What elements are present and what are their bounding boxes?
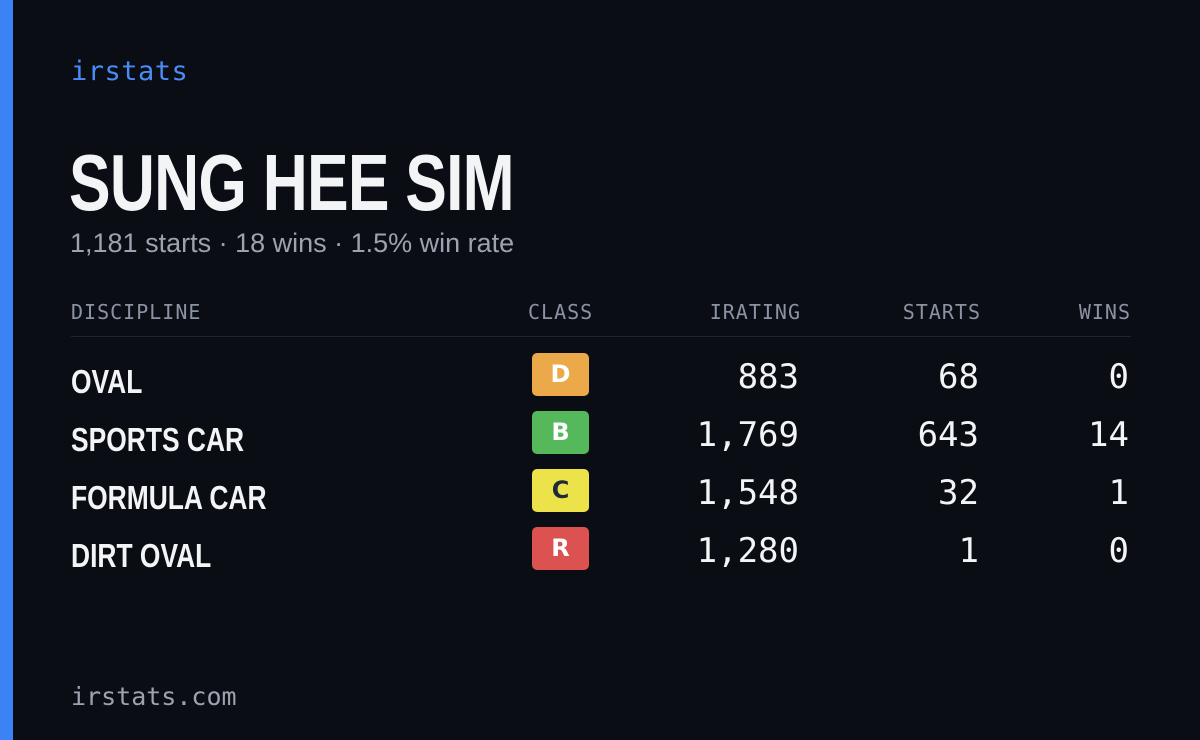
discipline-label: OVAL xyxy=(71,363,143,400)
accent-bar xyxy=(0,0,13,740)
header-wins: WINS xyxy=(1078,300,1131,324)
wins-value: 14 xyxy=(1088,415,1129,455)
starts-value: 1 xyxy=(958,531,979,571)
footer-url: irstats.com xyxy=(71,682,237,711)
table-row: DIRT OVAL R 1,280 1 0 xyxy=(71,527,1131,585)
driver-summary: 1,181 starts · 18 wins · 1.5% win rate xyxy=(70,228,515,258)
table-row: FORMULA CAR C 1,548 32 1 xyxy=(71,469,1131,527)
license-class-badge: R xyxy=(532,527,589,570)
discipline-stats-table: DISCIPLINE CLASS IRATING STARTS WINS OVA… xyxy=(71,298,1131,585)
discipline-label: SPORTS CAR xyxy=(71,421,245,458)
starts-value: 643 xyxy=(917,415,979,455)
irating-value: 1,548 xyxy=(696,473,799,513)
starts-value: 32 xyxy=(938,473,979,513)
header-starts: STARTS xyxy=(902,300,981,324)
driver-name: SUNG HEE SIM xyxy=(69,138,515,227)
license-class-badge: B xyxy=(532,411,589,454)
brand-logo-text: irstats xyxy=(71,56,189,87)
wins-value: 0 xyxy=(1108,531,1129,571)
license-class-badge: D xyxy=(532,353,589,396)
irating-value: 883 xyxy=(737,357,799,397)
discipline-label: DIRT OVAL xyxy=(71,537,212,574)
table-row: SPORTS CAR B 1,769 643 14 xyxy=(71,411,1131,469)
table-row: OVAL D 883 68 0 xyxy=(71,353,1131,411)
header-discipline: DISCIPLINE xyxy=(71,300,202,324)
license-class-badge: C xyxy=(532,469,589,512)
irating-value: 1,280 xyxy=(696,531,799,571)
header-class: CLASS xyxy=(528,300,594,324)
discipline-label: FORMULA CAR xyxy=(71,479,267,516)
starts-value: 68 xyxy=(938,357,979,397)
irating-value: 1,769 xyxy=(696,415,799,455)
header-irating: IRATING xyxy=(709,300,801,324)
wins-value: 1 xyxy=(1108,473,1129,513)
wins-value: 0 xyxy=(1108,357,1129,397)
table-header: DISCIPLINE CLASS IRATING STARTS WINS xyxy=(71,298,1131,337)
table-body: OVAL D 883 68 0 SPORTS CAR B 1,769 643 1… xyxy=(71,353,1131,585)
